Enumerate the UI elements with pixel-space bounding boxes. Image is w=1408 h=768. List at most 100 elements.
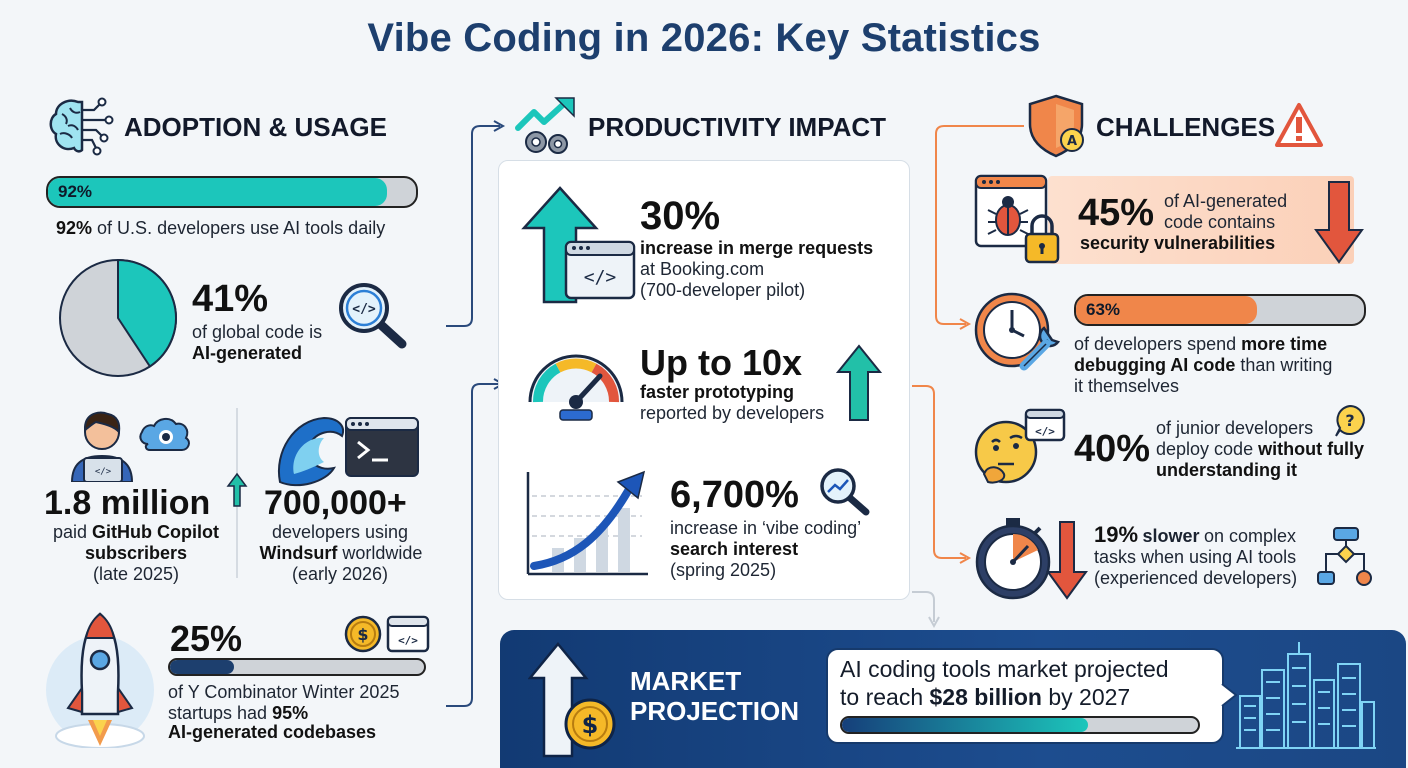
security-stat-highlight: [1048, 176, 1354, 264]
merge-requests-stat-line3: (700-developer pilot): [640, 280, 806, 300]
junior-devs-stat-line2-bold: without fully: [1258, 439, 1365, 459]
yc-progress-bar-fill: [170, 660, 234, 674]
windsurf-stat-line2-text: worldwide: [342, 543, 423, 563]
yc-stat-line2-bold: 95%: [272, 703, 309, 723]
market-progress-bar-fill: [842, 718, 1088, 732]
pie-slice-ai-generated: [117, 258, 177, 368]
up-arrow-icon: [835, 344, 883, 422]
challenges-heading: CHALLENGES: [1096, 112, 1276, 142]
search-interest-stat-line3: (spring 2025): [670, 560, 777, 580]
yc-stat-line2-text: startups had: [168, 703, 268, 723]
global-code-stat-line2: AI-generated: [192, 343, 303, 363]
prototyping-stat-line2: reported by developers: [640, 403, 825, 423]
merge-requests-stat-line2: at Booking.com: [640, 259, 765, 279]
debugging-stat-line2: debugging AI code than writing: [1074, 355, 1332, 376]
clock-wrench-icon: [972, 290, 1066, 374]
yc-progress-bar: [168, 658, 426, 676]
copilot-stat-line1-text: paid: [52, 522, 88, 542]
copilot-stat-value: 1.8 million: [44, 484, 211, 522]
merge-requests-stat-value: 30%: [640, 194, 721, 238]
merge-requests-stat-line1: increase in merge requests: [640, 238, 874, 258]
developers-ai-usage-bar-fill: 92%: [48, 178, 387, 206]
copilot-stat-line1-bold: GitHub Copilot: [92, 522, 219, 542]
windsurf-wave-icon: [272, 412, 422, 490]
adoption-heading: ADOPTION & USAGE: [124, 112, 387, 142]
callout-pointer: [1220, 682, 1238, 708]
market-text-line1: AI coding tools market projected: [840, 656, 1169, 682]
slower-stat-line3: (experienced developers): [1094, 568, 1298, 588]
developers-ai-usage-caption: 92% of U.S. developers use AI tools dail…: [56, 218, 385, 239]
slower-stat-line1-text: on complex: [1203, 526, 1297, 546]
prototyping-stat-value: Up to 10x: [640, 342, 803, 383]
svg-text:</>: </>: [352, 302, 376, 317]
debugging-stat-line2-text: than writing: [1240, 355, 1333, 375]
svg-text:</>: </>: [584, 267, 617, 288]
debugging-stat-line3: it themselves: [1074, 376, 1180, 396]
market-text-line2-bold: $28 billion: [929, 684, 1042, 710]
svg-text:</>: </>: [1035, 425, 1055, 438]
code-search-icon: </>: [336, 280, 410, 350]
svg-text:</>: </>: [95, 467, 112, 477]
security-bug-icon: [974, 174, 1070, 266]
junior-devs-stat-line2: deploy code without fully: [1156, 439, 1364, 460]
svg-text:A: A: [1067, 134, 1077, 149]
up-arrow-icon: [226, 472, 248, 508]
svg-text:?: ?: [1345, 411, 1354, 430]
search-interest-stat-line2: search interest: [670, 539, 799, 559]
question-bubble-icon: ?: [1334, 404, 1366, 438]
market-text-line2-start: to reach: [840, 684, 924, 710]
market-text-line2: to reach $28 billion by 2027: [840, 684, 1130, 711]
search-interest-stat-line1: increase in ‘vibe coding’: [670, 518, 862, 538]
security-stat-line2: code contains: [1164, 212, 1276, 232]
debugging-stat-line1-bold: more time: [1241, 334, 1328, 354]
slower-stat-bold: slower: [1142, 526, 1200, 546]
prototyping-stat-line1: faster prototyping: [640, 382, 795, 402]
copilot-stat-line2: subscribers: [84, 543, 188, 563]
connector-arrow-challenges-lower: [912, 385, 966, 559]
developers-ai-usage-bar: 92%: [46, 176, 418, 208]
flowchart-icon: [1316, 526, 1374, 588]
global-code-stat-line1: of global code is: [192, 322, 323, 342]
slower-stat-line1: 19% slower on complex: [1094, 522, 1296, 548]
global-code-stat-value: 41%: [192, 278, 269, 320]
slower-stat-line2: tasks when using AI tools: [1094, 547, 1297, 567]
svg-text:$: $: [582, 711, 599, 739]
yc-stat-value: 25%: [170, 618, 243, 659]
thinking-face-icon: </>: [974, 408, 1070, 488]
yc-stat-line1: of Y Combinator Winter 2025: [168, 682, 400, 702]
connector-arrow-adoption-productivity: [446, 125, 500, 327]
yc-stat-line2: startups had 95%: [168, 703, 308, 724]
windsurf-stat-line1: developers using: [271, 522, 409, 542]
debugging-time-bar-label: 63%: [1086, 300, 1121, 319]
connector-arrow-adoption-productivity-lower: [446, 383, 500, 707]
junior-devs-stat-line1: of junior developers: [1156, 418, 1314, 438]
windsurf-stat-value: 700,000+: [264, 484, 407, 522]
market-text-line2-end: by 2027: [1048, 684, 1131, 710]
developers-ai-usage-bar-label: 92%: [58, 182, 93, 201]
security-stat-line1: of AI-generated: [1164, 191, 1288, 211]
windsurf-stat-line3: (early 2026): [291, 564, 389, 584]
yc-stat-line3: AI-generated codebases: [168, 722, 377, 742]
developers-ai-usage-caption-text: of U.S. developers use AI tools daily: [97, 218, 386, 238]
copilot-stat-line3: (late 2025): [92, 564, 180, 584]
trend-gears-icon: [514, 96, 580, 156]
connector-arrow-market: [912, 591, 935, 622]
security-stat-line3: security vulnerabilities: [1080, 233, 1276, 253]
search-interest-stat-value: 6,700%: [670, 474, 799, 516]
junior-devs-stat-value: 40%: [1074, 428, 1151, 470]
security-stat-value: 45%: [1078, 192, 1155, 234]
debugging-stat-line1-text: of developers spend: [1074, 334, 1237, 354]
search-trend-icon: [818, 466, 870, 516]
warning-triangle-icon: [1274, 102, 1324, 148]
search-trend-chart-icon: [522, 468, 652, 580]
windsurf-stat-line2: Windsurf worldwide: [246, 543, 436, 564]
svg-text:</>: </>: [398, 634, 418, 647]
market-heading-line1: MARKET: [630, 666, 742, 696]
windsurf-stat-line2-bold: Windsurf: [259, 543, 338, 563]
connector-arrow-challenges-upper: [935, 125, 1024, 325]
money-up-arrow-icon: $: [527, 642, 624, 758]
developers-ai-usage-caption-bold: 92%: [56, 218, 93, 238]
debugging-stat-line2-bold: debugging AI code: [1074, 355, 1236, 375]
stopwatch-icon: [972, 516, 1090, 600]
